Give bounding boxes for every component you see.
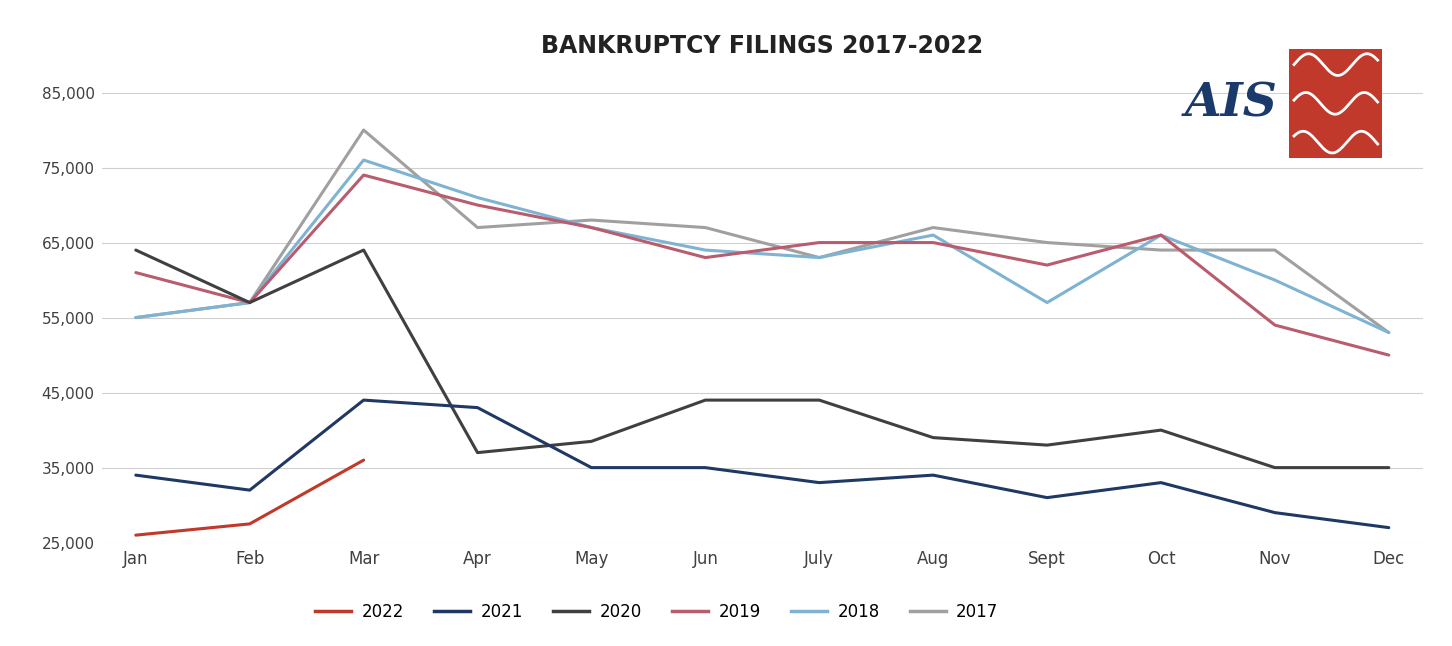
Bar (1289, 49, 1382, 158)
Legend: 2022, 2021, 2020, 2019, 2018, 2017: 2022, 2021, 2020, 2019, 2018, 2017 (308, 596, 1005, 627)
Text: AIS: AIS (1185, 80, 1278, 127)
Title: BANKRUPTCY FILINGS 2017-2022: BANKRUPTCY FILINGS 2017-2022 (542, 34, 983, 57)
